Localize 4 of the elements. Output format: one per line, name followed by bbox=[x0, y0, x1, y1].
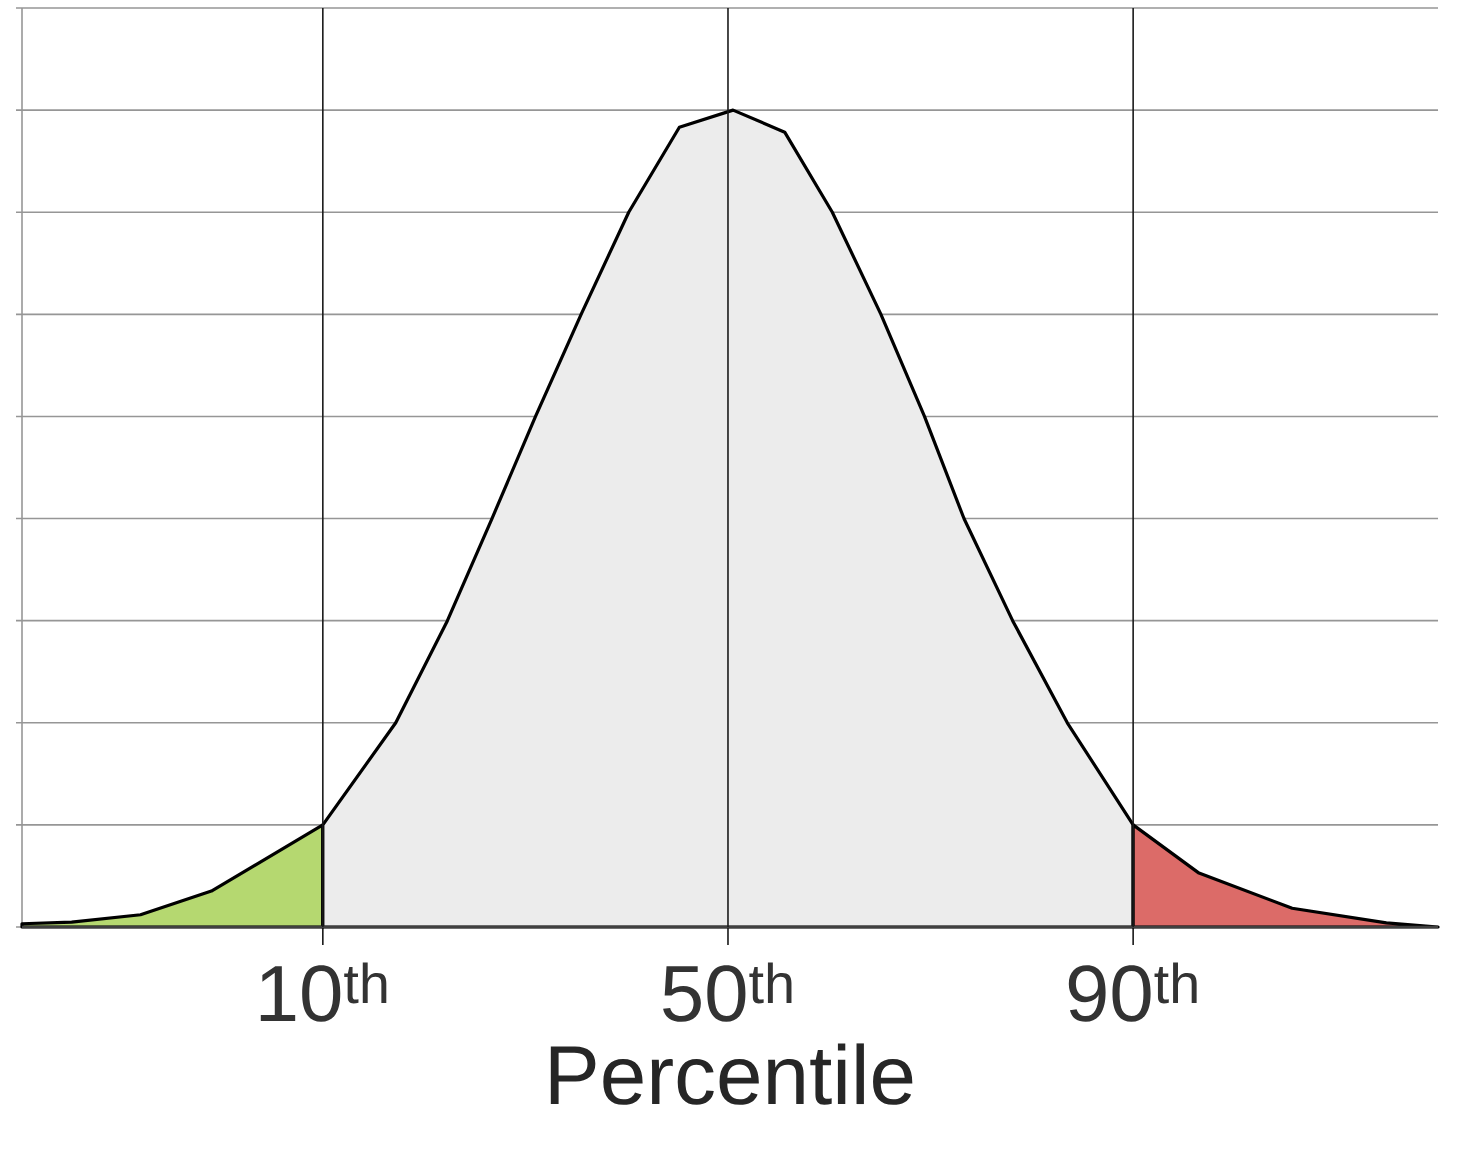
x-tick-label: 10$^{th}$ bbox=[260, 962, 387, 1022]
x-axis-title: Percentile bbox=[550, 1043, 913, 1105]
x-tick-label: 90$^{th}$ bbox=[1068, 962, 1197, 1022]
x-tick-label: 50$^{th}$ bbox=[663, 962, 792, 1022]
